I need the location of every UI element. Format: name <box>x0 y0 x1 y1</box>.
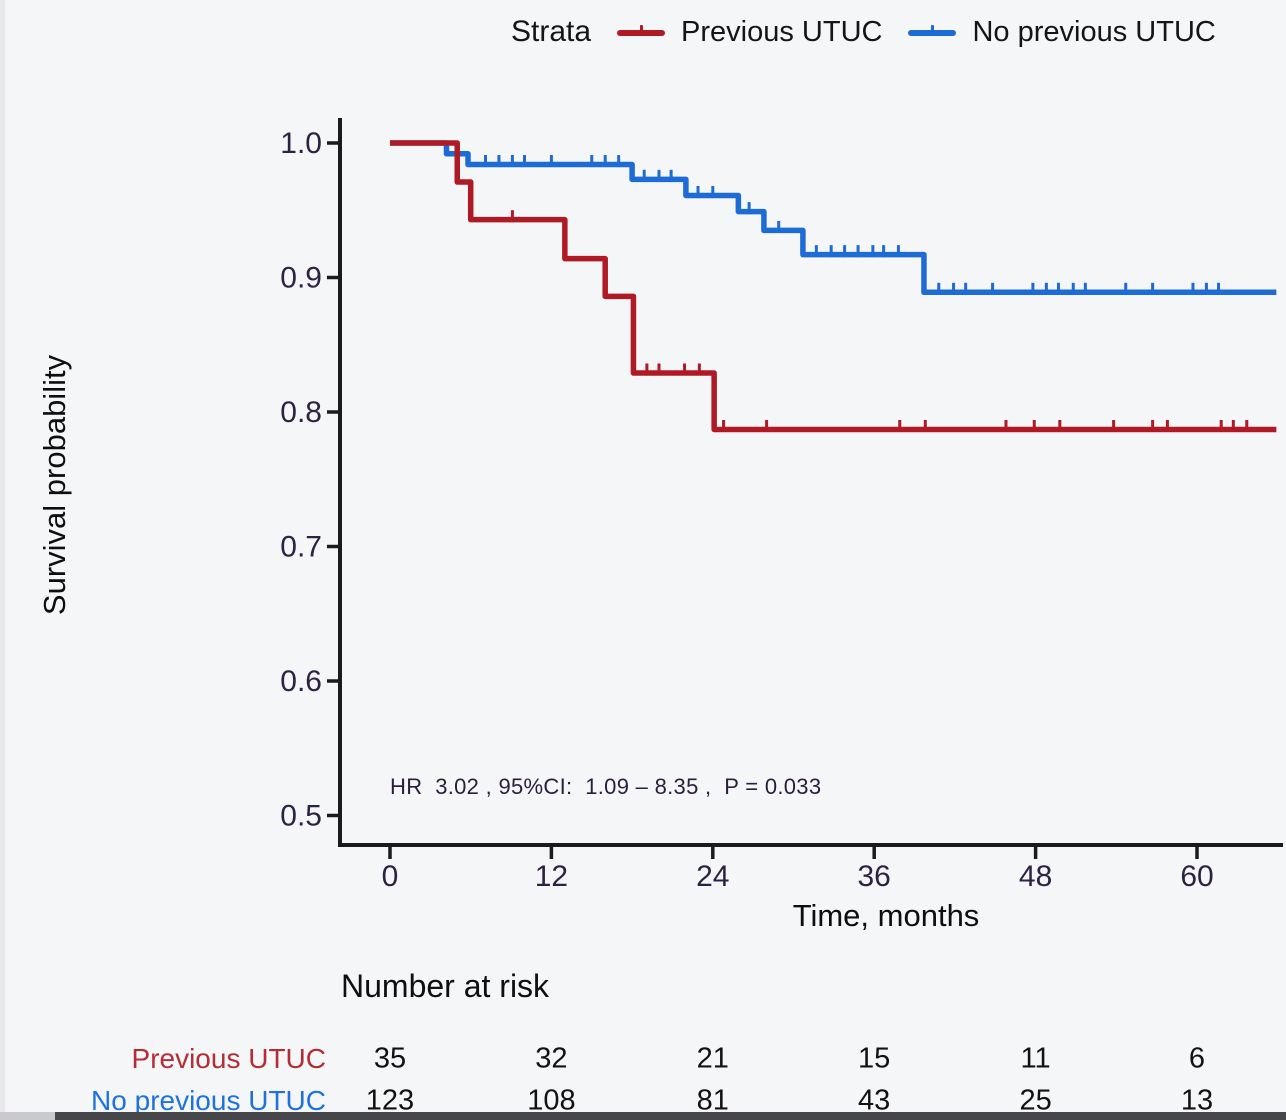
y-tick-label: 0.5 <box>280 800 322 833</box>
risk-row-label-no-previous-utuc: No previous UTUC <box>91 1085 326 1116</box>
x-axis-title: Time, months <box>792 898 980 933</box>
risk-table-title: Number at risk <box>341 968 550 1004</box>
risk-count: 21 <box>696 1042 729 1075</box>
legend-item-previous-utuc: Previous UTUC <box>617 16 882 49</box>
x-tick-label: 24 <box>696 860 729 893</box>
risk-count: 108 <box>527 1084 576 1117</box>
risk-row-label-previous-utuc: Previous UTUC <box>131 1043 326 1074</box>
risk-count: 35 <box>373 1042 407 1075</box>
x-tick-label: 48 <box>1019 860 1052 893</box>
y-tick-label: 0.7 <box>280 531 322 564</box>
y-tick-label: 1.0 <box>280 127 322 160</box>
legend-title: Strata <box>511 15 592 48</box>
risk-count: 13 <box>1180 1084 1214 1117</box>
x-tick-label: 36 <box>858 860 891 893</box>
photo-edge <box>0 0 5 1120</box>
risk-count: 6 <box>1188 1042 1206 1075</box>
risk-count: 43 <box>858 1084 891 1117</box>
x-tick-label: 60 <box>1180 860 1213 893</box>
legend: Strata Previous UTUC No previous UTUC <box>511 12 1216 52</box>
hr-annotation: HR 3.02 , 95%CI: 1.09 – 8.35 , P = 0.033 <box>390 774 822 799</box>
legend-label-no-previous-utuc: No previous UTUC <box>972 15 1216 48</box>
km-line-swatch-icon <box>908 23 957 41</box>
y-tick-label: 0.9 <box>280 262 322 295</box>
legend-label-previous-utuc: Previous UTUC <box>681 15 883 48</box>
risk-count: 32 <box>535 1042 568 1075</box>
risk-count: 25 <box>1019 1084 1052 1117</box>
risk-count: 81 <box>696 1084 729 1117</box>
y-tick-label: 0.6 <box>280 665 322 698</box>
risk-count: 15 <box>858 1042 891 1075</box>
x-tick-label: 12 <box>535 860 568 893</box>
bottom-crop-strip <box>0 1112 1286 1120</box>
x-tick-label: 0 <box>382 860 399 893</box>
risk-count: 123 <box>365 1084 415 1117</box>
legend-item-no-previous-utuc: No previous UTUC <box>908 15 1216 49</box>
km-line-swatch-icon <box>617 23 666 41</box>
y-tick-label: 0.8 <box>280 396 322 429</box>
risk-count: 11 <box>1020 1042 1051 1075</box>
